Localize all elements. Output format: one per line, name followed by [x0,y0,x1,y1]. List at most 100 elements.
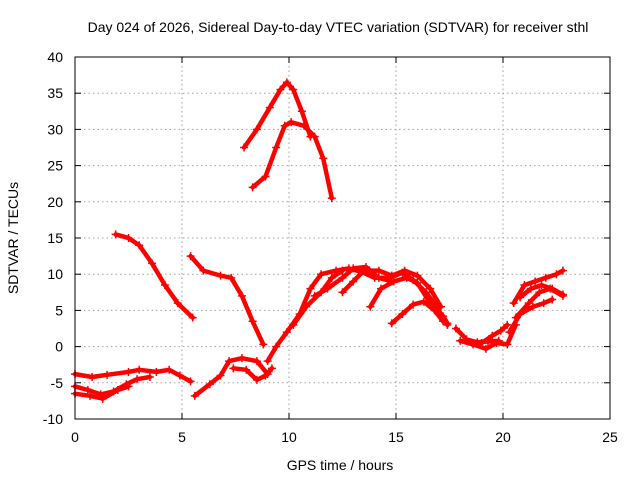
data-point [443,319,452,328]
data-point [402,273,411,282]
x-axis-label: GPS time / hours [287,457,394,473]
x-tick-label: 20 [495,429,511,445]
data-point [297,107,306,116]
data-point [175,371,184,380]
data-point [124,234,133,242]
data-point [541,273,550,282]
data-point [289,85,298,94]
x-tick-label: 15 [388,429,404,445]
data-point [190,391,199,400]
y-tick-label: 40 [47,49,63,65]
data-point [133,375,142,384]
data-point [509,299,518,308]
data-point [227,273,236,282]
data-point [323,284,332,293]
series-track-4 [188,253,266,347]
data-point [374,266,383,275]
data-point [413,271,422,280]
data-point [413,278,422,287]
data-point [252,375,261,384]
data-point [552,270,561,279]
data-point [319,154,328,163]
data-point [451,324,460,333]
data-point [558,291,567,300]
data-point [103,370,112,379]
data-point [516,293,525,302]
data-point [88,373,97,382]
series-track-3 [113,232,195,320]
data-point [242,365,251,374]
data-point [302,302,311,311]
data-point [400,266,409,275]
data-point [188,313,197,322]
series-track-18 [479,322,510,346]
data-point [252,125,261,134]
series-track-1 [241,80,313,150]
data-point [265,103,274,112]
data-point [496,326,505,335]
x-tick-label: 10 [281,429,297,445]
y-tick-label: 10 [47,266,63,282]
data-point [280,121,289,130]
data-point [359,266,368,275]
data-point [456,336,465,345]
data-point [113,386,122,395]
data-point [492,338,501,347]
data-point [310,132,319,141]
y-axis-label: SDTVAR / TECUs [5,182,21,294]
x-tick-label: 5 [178,429,186,445]
data-point [152,367,161,376]
data-point [317,270,326,279]
data-point [225,357,234,366]
data-point [349,264,358,273]
data-point [503,320,512,329]
data-point [259,340,268,349]
data-point [299,121,308,130]
data-point [558,266,567,275]
data-point [272,143,281,152]
data-point [310,291,319,300]
y-tick-label: 15 [47,230,63,246]
data-point [248,317,257,326]
data-point [148,259,157,268]
data-point [124,367,133,376]
data-point [516,310,525,319]
data-point [85,391,94,400]
data-point [349,277,358,286]
y-tick-label: -5 [51,375,64,391]
data-point [439,317,448,326]
data-point [98,394,107,403]
data-point [546,284,555,293]
data-point [327,273,336,282]
data-point [389,277,398,286]
data-point [263,357,272,366]
data-point [248,183,257,192]
y-tick-label: 30 [47,121,63,137]
data-point [505,328,514,337]
data-point [338,288,347,297]
data-point [503,340,512,349]
data-point [272,342,281,351]
data-point [419,297,428,306]
data-point [205,380,214,389]
data-point [124,382,133,391]
y-tick-label: 5 [55,302,63,318]
data-point [387,319,396,328]
data-point [548,295,557,304]
data-point [535,288,544,297]
data-point [526,284,535,293]
data-point [528,302,537,311]
data-point [539,299,548,308]
data-point [261,371,270,380]
tick-labels: 0 5 10 15 20 25 -10 -5 0 5 10 15 20 25 30 35 40 [43,49,618,445]
data-point [377,284,386,293]
data-point [289,320,298,329]
axes [74,56,611,420]
data-point [237,291,246,300]
data-point [524,299,533,308]
y-tick-label: 25 [47,158,63,174]
data-point [83,386,92,395]
data-point [282,328,291,337]
data-point [488,331,497,340]
